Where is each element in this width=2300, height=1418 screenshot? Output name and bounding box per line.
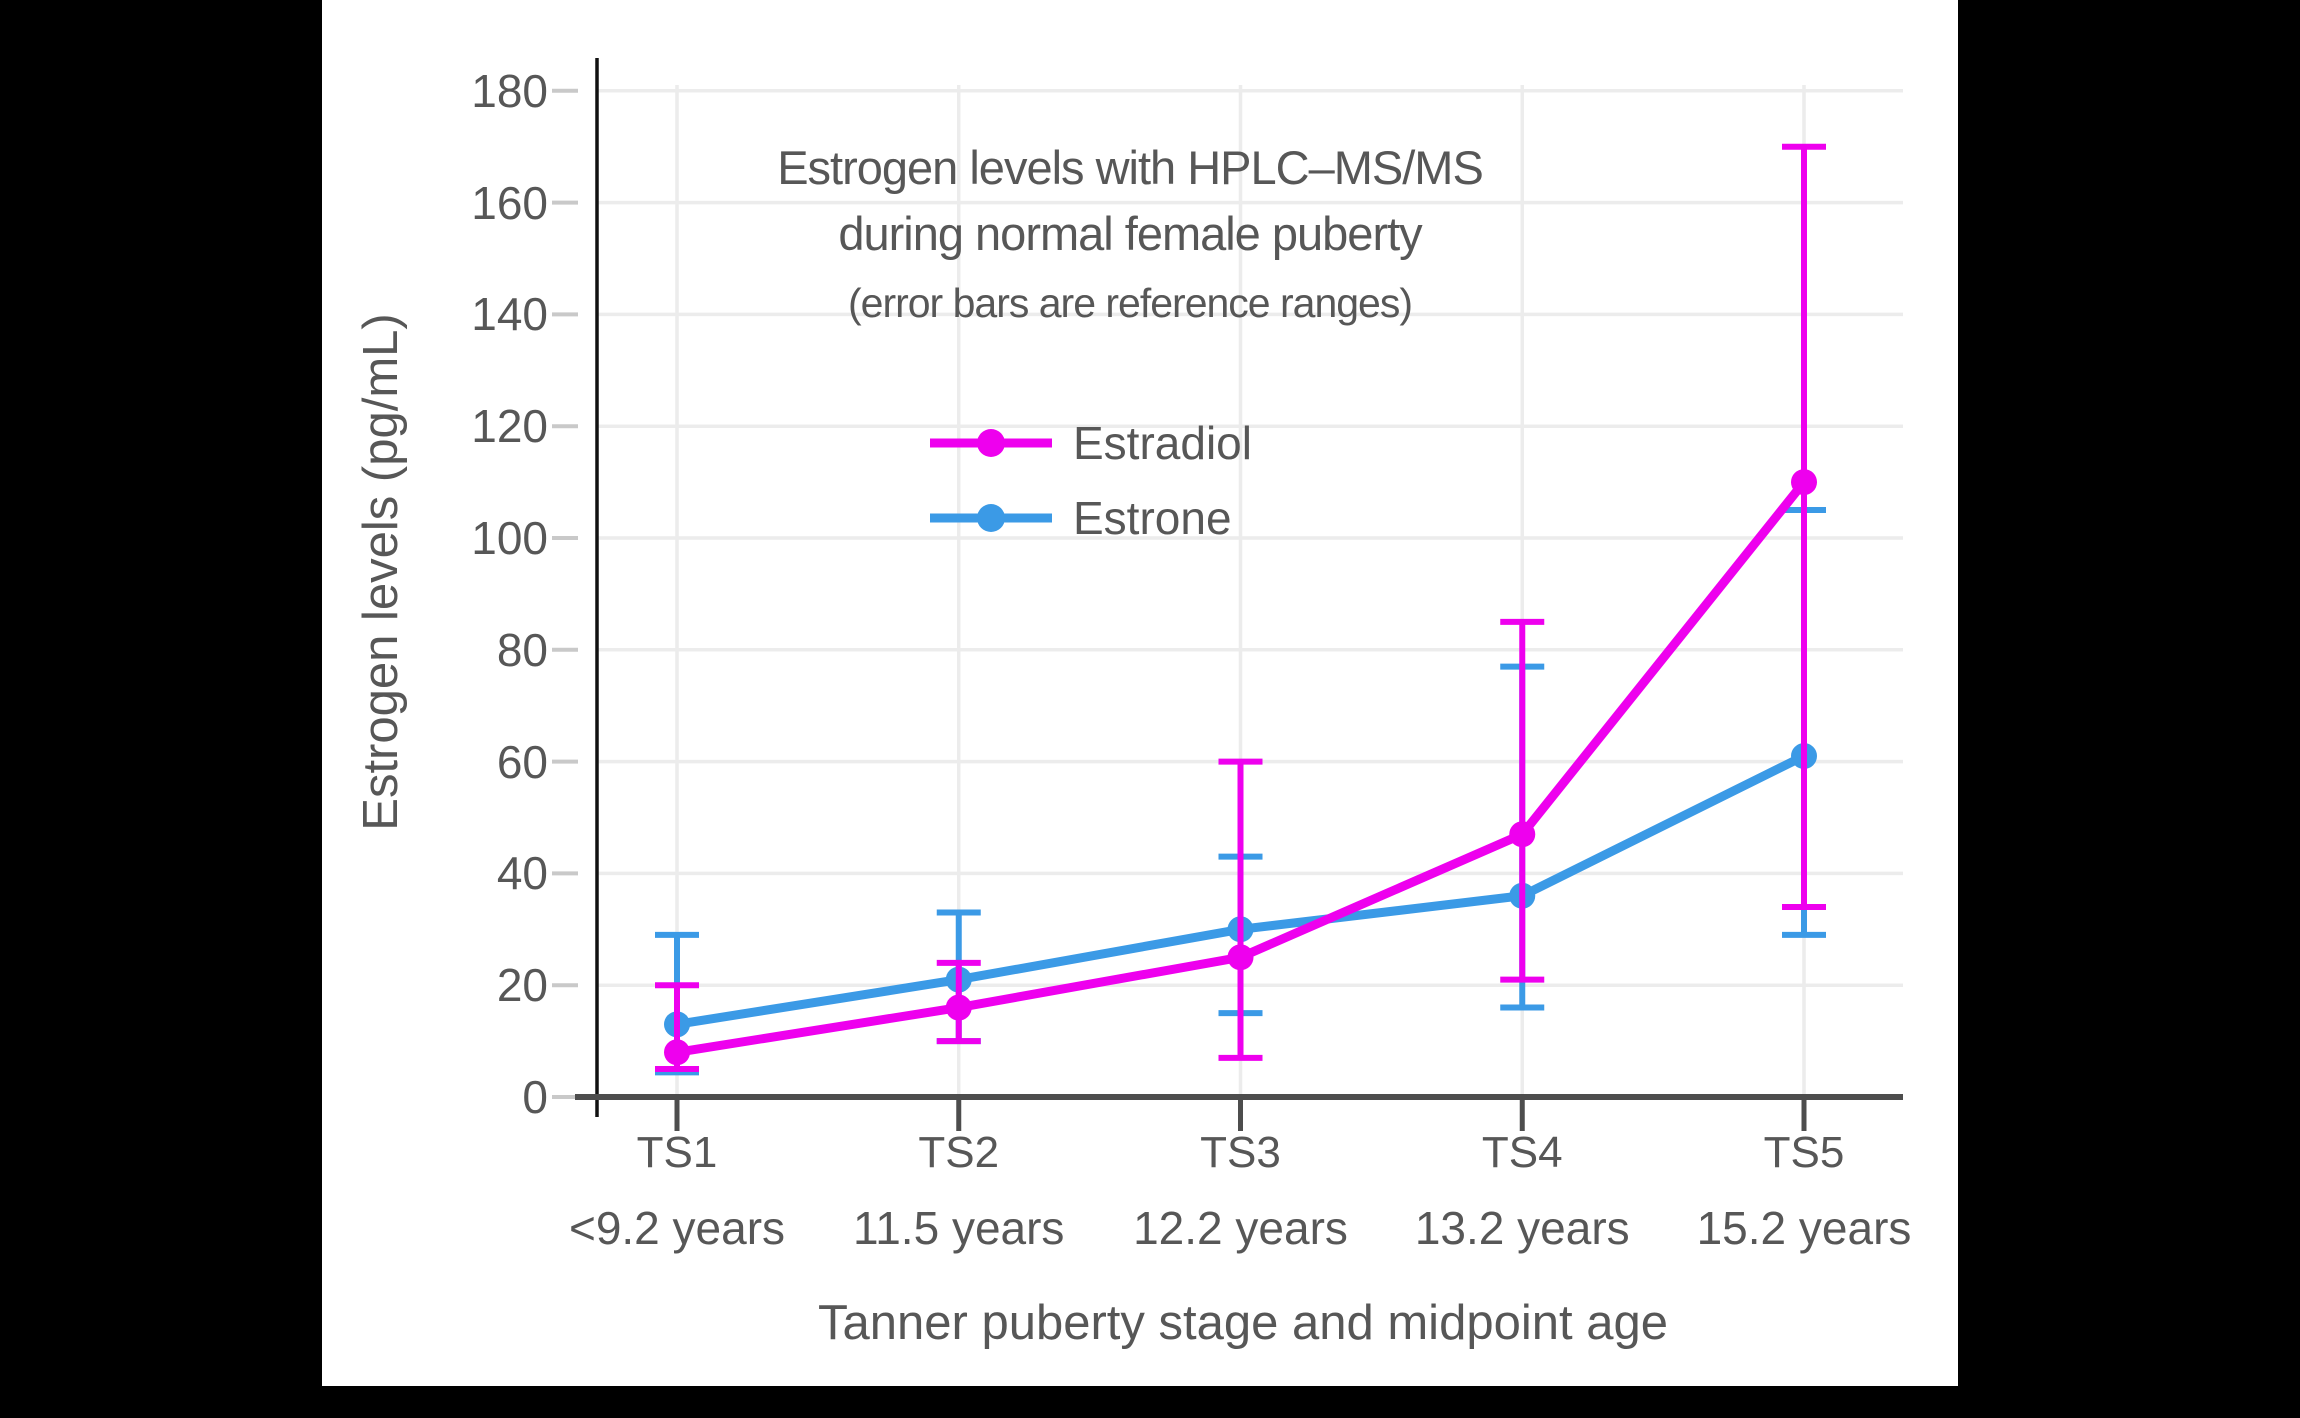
x-age-label: 15.2 years bbox=[1696, 1202, 1912, 1254]
legend-marker-estradiol bbox=[977, 429, 1005, 457]
x-age-label: 11.5 years bbox=[853, 1202, 1065, 1254]
y-tick-label: 0 bbox=[522, 1071, 548, 1123]
x-age-label: <9.2 years bbox=[568, 1202, 786, 1254]
chart-subtitle: (error bars are reference ranges) bbox=[847, 280, 1413, 326]
x-tick-label: TS3 bbox=[1200, 1128, 1281, 1177]
y-tick-label: 100 bbox=[471, 512, 548, 564]
x-tick-label: TS5 bbox=[1763, 1128, 1845, 1177]
y-tick-label: 40 bbox=[496, 847, 548, 900]
x-age-label: 13.2 years bbox=[1414, 1202, 1630, 1254]
estradiol-marker bbox=[1791, 469, 1817, 496]
chart-title-line1: Estrogen levels with HPLC–MS/MS bbox=[777, 141, 1484, 194]
estradiol-marker bbox=[1509, 821, 1536, 848]
x-age-label: 12.2 years bbox=[1133, 1202, 1348, 1254]
legend-marker-estrone bbox=[977, 504, 1005, 532]
y-tick-label: 160 bbox=[471, 176, 548, 229]
y-tick-label: 120 bbox=[471, 400, 548, 453]
y-tick-label: 20 bbox=[496, 959, 548, 1012]
estradiol-marker bbox=[945, 994, 972, 1021]
y-tick-label: 60 bbox=[496, 735, 548, 788]
x-tick-label: TS1 bbox=[636, 1128, 718, 1177]
x-axis-title: Tanner puberty stage and midpoint age bbox=[818, 1296, 1668, 1350]
estradiol-marker bbox=[664, 1039, 690, 1066]
y-tick-label: 80 bbox=[496, 623, 548, 676]
estradiol-marker bbox=[1227, 944, 1254, 971]
chart-title-line2: during normal female puberty bbox=[838, 207, 1422, 260]
legend-label-estrone: Estrone bbox=[1073, 492, 1232, 544]
x-tick-label: TS2 bbox=[918, 1128, 1000, 1177]
y-tick-label: 140 bbox=[471, 288, 548, 341]
plot-background bbox=[322, 0, 1958, 1386]
x-tick-label: TS4 bbox=[1481, 1128, 1563, 1177]
legend-label-estradiol: Estradiol bbox=[1073, 417, 1252, 469]
y-tick-label: 180 bbox=[471, 64, 548, 117]
